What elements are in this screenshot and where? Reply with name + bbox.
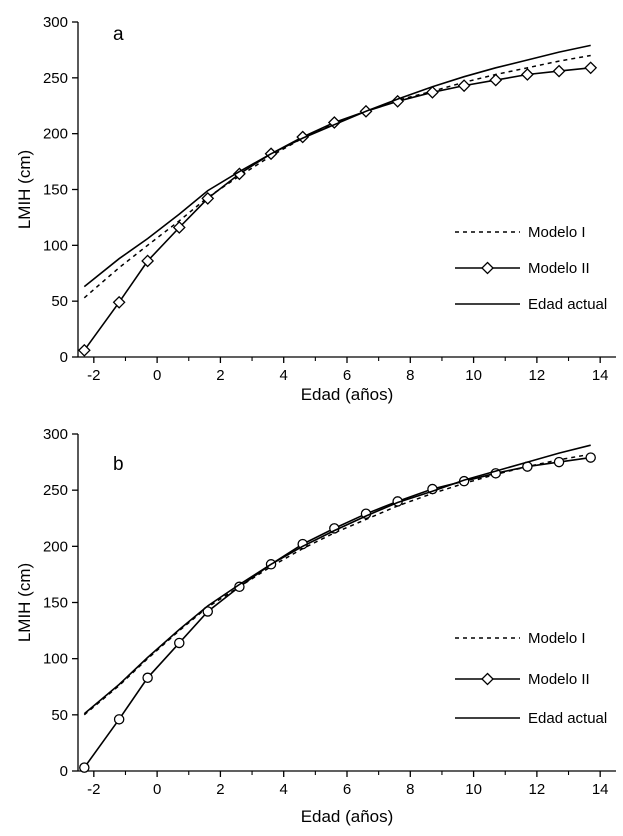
- chart-panel-b: 0 50 100 150 200 250 300 -2 0 2 4 6 8 10 12 14 Edad (año…: [15, 426, 616, 826]
- legend-label: Modelo I: [528, 224, 586, 241]
- data-point: [201, 192, 215, 205]
- x-tick-label: 10: [465, 781, 482, 798]
- panel-label: b: [113, 454, 124, 475]
- series-modelo-i: [83, 453, 591, 716]
- y-tick-label: 300: [43, 14, 68, 31]
- y-tick-label: 200: [43, 538, 68, 555]
- y-tick-label: 100: [43, 237, 68, 254]
- x-tick-label: 14: [592, 367, 609, 384]
- data-point: [232, 167, 246, 181]
- x-tick-label: 6: [343, 367, 351, 384]
- x-tick-label: -2: [87, 781, 100, 798]
- y-tick-label: 250: [43, 482, 68, 499]
- legend-marker: [481, 672, 494, 686]
- legend-label: Edad actual: [528, 296, 607, 313]
- x-axis-title: Edad (años): [301, 807, 394, 826]
- y-axis-title: LMIH (cm): [15, 150, 34, 229]
- legend-label: Modelo II: [528, 671, 590, 688]
- x-tick-label: 12: [529, 781, 546, 798]
- x-tick-label: 0: [153, 781, 161, 798]
- y-tick-label: 0: [60, 349, 68, 366]
- y-tick-label: 150: [43, 595, 68, 612]
- data-point: [553, 456, 565, 468]
- x-tick-label: 4: [280, 781, 288, 798]
- series-edad-actual: [83, 44, 591, 288]
- data-point: [585, 452, 596, 463]
- y-tick-label: 50: [51, 293, 68, 310]
- legend-label: Modelo I: [528, 630, 586, 647]
- data-point: [520, 68, 534, 81]
- series-edad-actual: [83, 444, 591, 715]
- data-point: [489, 73, 503, 87]
- data-point: [77, 343, 91, 357]
- data-point: [552, 64, 566, 78]
- legend-marker: [481, 261, 494, 275]
- y-tick-label: 100: [43, 651, 68, 668]
- x-tick-label: 2: [216, 781, 224, 798]
- data-point: [79, 762, 90, 773]
- x-tick-label: 2: [216, 367, 224, 384]
- data-point: [457, 79, 471, 93]
- series-line: [83, 456, 591, 769]
- x-tick-label: 0: [153, 367, 161, 384]
- data-point: [142, 672, 153, 684]
- series-line: [83, 54, 591, 299]
- legend: Modelo I Modelo II Edad actual: [455, 224, 607, 313]
- chart-panel-a: 0 50 100 150 200 250 300 -2 0 2 4 6 8 10 12 14 Edad (año…: [15, 14, 616, 404]
- y-axis-title: LMIH (cm): [15, 563, 34, 642]
- series-modelo-i: [83, 54, 591, 299]
- data-point: [141, 254, 155, 268]
- x-tick-label: 4: [280, 367, 288, 384]
- legend-label: Edad actual: [528, 710, 607, 727]
- data-point: [584, 61, 598, 75]
- series-line: [83, 67, 591, 351]
- series-line: [83, 453, 591, 716]
- x-tick-label: 8: [406, 367, 414, 384]
- x-tick-label: 6: [343, 781, 351, 798]
- data-point: [426, 85, 439, 99]
- panel-label: a: [113, 24, 124, 45]
- series-modelo-ii: [77, 61, 598, 357]
- y-tick-label: 150: [43, 182, 68, 199]
- x-tick-label: 12: [529, 367, 546, 384]
- series-line: [83, 444, 591, 715]
- x-tick-label: 14: [592, 781, 609, 798]
- x-tick-label: 8: [406, 781, 414, 798]
- legend-label: Modelo II: [528, 260, 590, 277]
- x-axis-title: Edad (años): [301, 385, 394, 404]
- x-tick-label: 10: [465, 367, 482, 384]
- y-tick-label: 0: [60, 763, 68, 780]
- data-point: [172, 221, 186, 234]
- y-tick-label: 50: [51, 707, 68, 724]
- y-tick-label: 200: [43, 126, 68, 143]
- data-point: [112, 295, 126, 309]
- y-tick-label: 250: [43, 70, 68, 87]
- data-point: [113, 714, 125, 725]
- y-tick-label: 300: [43, 426, 68, 443]
- data-point: [174, 637, 185, 649]
- legend: Modelo I Modelo II Edad actual: [455, 630, 607, 727]
- series-line: [83, 44, 591, 288]
- x-tick-label: -2: [87, 367, 100, 384]
- series-modelo-ii: [79, 452, 596, 773]
